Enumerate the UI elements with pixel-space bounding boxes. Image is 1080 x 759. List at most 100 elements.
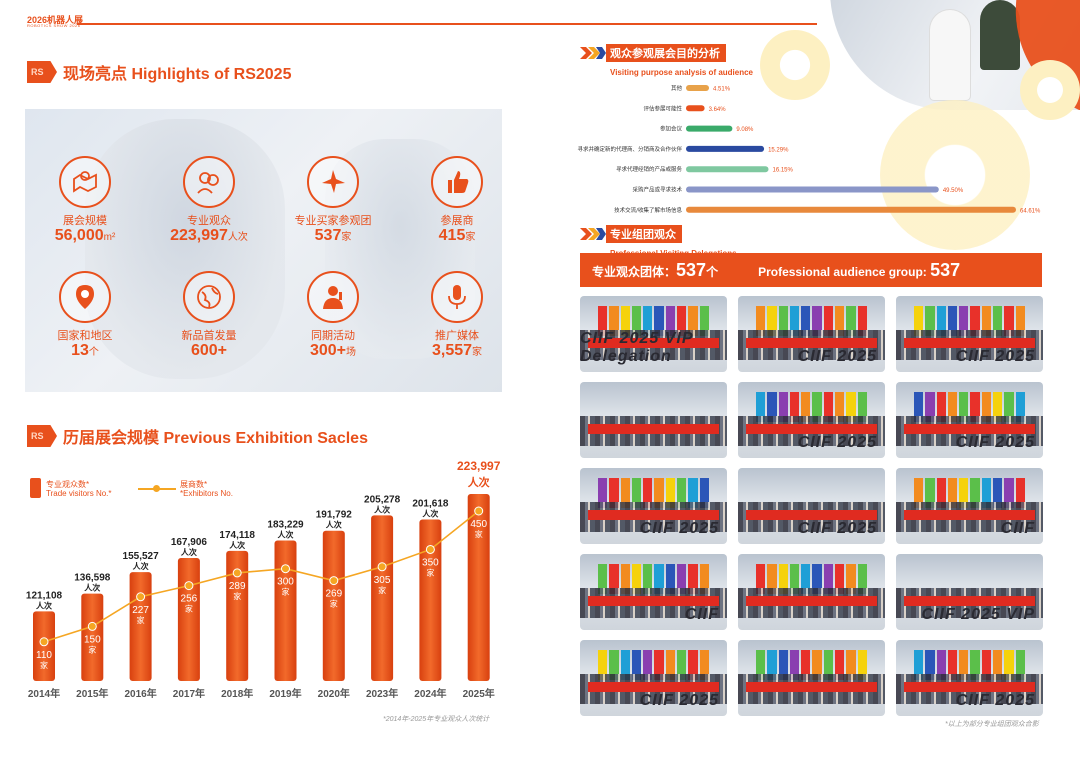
visitor-unit-label: 人次 — [374, 504, 390, 514]
delegations-banner: 专业观众团体：537个 Professional audience group:… — [580, 253, 1042, 287]
previous-heading: RS 历届展会规模 Previous Exhibition Sacles — [27, 424, 368, 448]
exhibitor-value-label: 305 — [374, 575, 391, 586]
highlight-value: 537家 — [314, 227, 352, 244]
exhibitor-point — [377, 562, 387, 572]
exhibitor-point — [136, 592, 146, 602]
highlight-unit: 家 — [341, 232, 352, 243]
purpose-bar — [686, 166, 769, 173]
visitor-bar — [419, 519, 442, 681]
rs-badge-icon: RS — [27, 425, 57, 447]
purpose-category-label: 寻求并确定新的代理商、分销商及合作伙伴 — [577, 145, 682, 153]
legend-visitors-en: Trade visitors No.* — [46, 489, 112, 498]
purpose-category-label: 评估参展可能性 — [643, 104, 682, 112]
photo-caption: CIIF 2025 VIP — [921, 606, 1035, 623]
exhibitor-value-label: 450 — [470, 519, 487, 530]
photo-note: *以上为部分专业组团观众合影 — [945, 721, 1039, 728]
exhibitor-unit-label: 家 — [233, 591, 241, 601]
visitor-value-label: 223,997 — [457, 459, 501, 473]
banner-cn-unit: 个 — [706, 264, 719, 279]
year-tick-label: 2017年 — [173, 687, 205, 700]
exhibitor-point — [329, 576, 339, 586]
purpose-title: 观众参观展会目的分析 — [606, 44, 726, 62]
exhibitor-unit-label: 家 — [378, 585, 386, 595]
photo-caption: CIIF — [684, 606, 719, 623]
globe-icon — [183, 271, 235, 323]
audience-icon — [183, 156, 235, 208]
legend-line-dot — [153, 485, 160, 492]
purpose-category-label: 寻求代理经销的产品或服务 — [616, 165, 683, 173]
visitor-unit-label: 人次 — [36, 600, 52, 610]
exhibitor-point — [39, 637, 49, 647]
exhibitor-line — [43, 510, 480, 643]
purpose-value-label: 4.51% — [713, 87, 731, 93]
delegation-photo: CIIF 2025 — [896, 382, 1043, 458]
delegation-photo: CIIF 2025 — [738, 382, 885, 458]
delegation-photo-grid: CIIF 2025 VIP Delegation CIIF 2025 CIIF 20… — [580, 296, 1043, 716]
highlight-unit: 人次 — [227, 232, 248, 243]
year-tick-label: 2025年 — [463, 687, 495, 700]
photo-caption: CIIF 2025 — [955, 434, 1035, 451]
delegation-photo: CIIF 2025 VIP — [896, 554, 1043, 630]
chevrons-icon — [580, 46, 606, 59]
delegations-title: 专业组团观众 — [606, 225, 682, 243]
visitor-value-label: 121,108 — [26, 590, 63, 601]
visitor-bar — [322, 530, 345, 681]
exhibitor-unit-label: 家 — [88, 644, 96, 654]
robot-arm-photo-bg — [85, 119, 285, 379]
delegation-photo: CIIF 2025 — [896, 640, 1043, 716]
visitor-unit-label: 人次 — [422, 509, 438, 519]
page-header: 2026机器人展 ROBOTICS SHOW 2026 — [27, 13, 817, 28]
previous-title: 历届展会规模 Previous Exhibition Sacles — [63, 430, 368, 447]
exhibitor-value-label: 300 — [277, 577, 294, 588]
year-tick-label: 2020年 — [318, 687, 350, 700]
legend-visitors: 专业观众数* Trade visitors No.* — [46, 480, 112, 498]
highlight-value: 415家 — [438, 227, 476, 244]
microphone-icon — [431, 271, 483, 323]
highlights-title: 现场亮点 Highlights of RS2025 — [63, 66, 292, 83]
exhibitor-point — [87, 621, 97, 631]
delegation-photo: CIIF — [896, 468, 1043, 544]
delegation-photo: CIIF 2025 — [580, 640, 727, 716]
year-tick-label: 2023年 — [366, 687, 398, 700]
gear-icon — [1020, 60, 1080, 120]
purpose-value-label: 16.15% — [772, 168, 793, 174]
rs-badge-icon: RS — [27, 61, 57, 83]
banner-cn-label: 专业观众团体： — [592, 264, 677, 279]
purpose-bar — [686, 85, 710, 91]
highlight-item: 专业观众 223,997人次 — [154, 156, 264, 246]
year-tick-label: 2024年 — [414, 687, 446, 700]
exhibitor-value-label: 256 — [181, 594, 198, 605]
delegation-photo: CIIF 2025 — [580, 468, 727, 544]
exhibitor-value-label: 150 — [84, 634, 101, 645]
chart-footnote: *2014年-2025年专业观众人次统计 — [383, 716, 490, 723]
photo-caption: CIIF 2025 — [797, 520, 877, 537]
purpose-bar — [686, 145, 765, 152]
legend-exhibitors: 展商数* *Exhibitors No. — [180, 480, 233, 498]
highlight-unit: 家 — [465, 232, 476, 243]
visitor-unit-label: 人次 — [229, 540, 245, 550]
visitor-unit-label: 人次 — [326, 520, 342, 530]
photo-caption: CIIF 2025 — [797, 348, 877, 365]
purpose-bar — [686, 125, 733, 132]
highlight-item: 参展商 415家 — [402, 156, 512, 246]
brand-logo-text: 2026机器人展 — [27, 15, 84, 25]
purpose-value-label: 3.64% — [709, 107, 727, 113]
visitor-value-label: 191,792 — [316, 510, 353, 521]
photo-caption: CIIF 2025 — [955, 348, 1035, 365]
visitor-unit-label: 人次 — [133, 561, 149, 571]
purpose-value-label: 9.08% — [736, 127, 754, 133]
highlight-value: 56,000m² — [54, 227, 116, 244]
purpose-value-label: 64.61% — [1020, 208, 1041, 214]
exhibitor-unit-label: 家 — [282, 587, 290, 597]
gear-icon — [880, 100, 1030, 250]
photo-caption: CIIF 2025 — [639, 692, 719, 709]
highlight-value: 600+ — [190, 342, 228, 359]
exhibitor-point — [281, 564, 290, 574]
highlight-label: 参展商 — [440, 215, 474, 227]
exhibitor-unit-label: 家 — [137, 615, 145, 625]
year-tick-label: 2014年 — [28, 687, 60, 700]
exhibitor-point — [232, 568, 242, 578]
visitor-value-label: 201,618 — [412, 499, 449, 510]
delegation-photo — [580, 382, 727, 458]
visitor-unit-label: 人次 — [278, 529, 294, 539]
